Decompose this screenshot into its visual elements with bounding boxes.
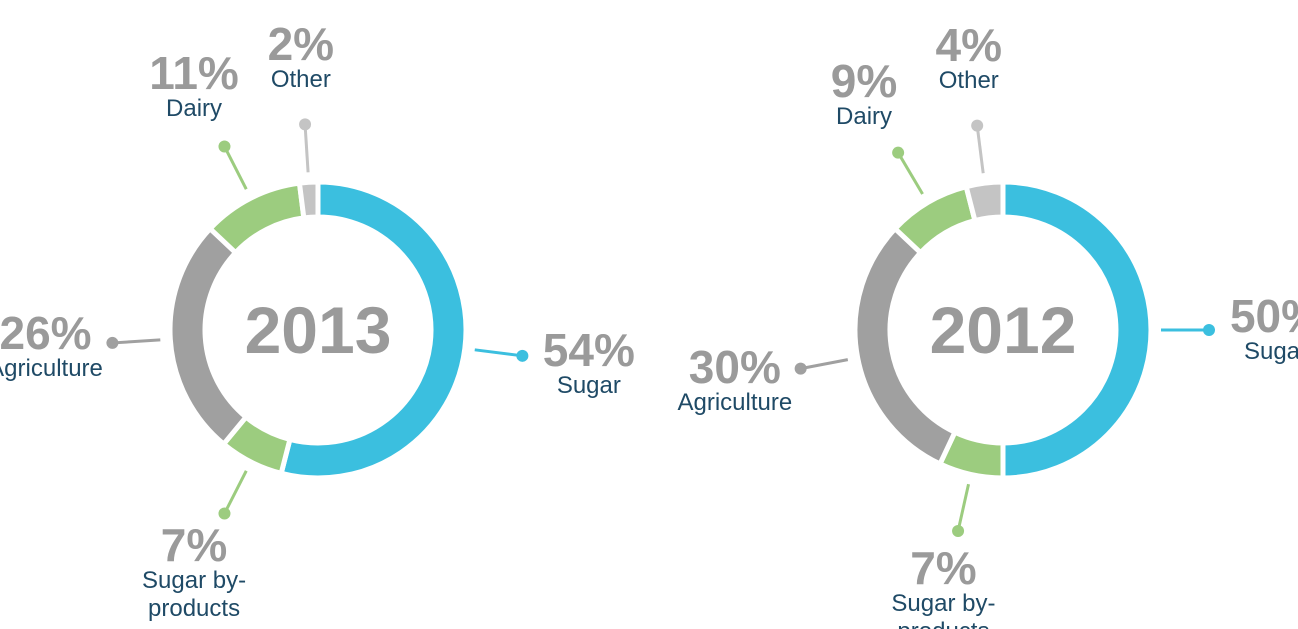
leader-dot [106, 336, 119, 349]
leader-line [800, 358, 849, 371]
leader-dot [516, 349, 529, 362]
leader-dot [218, 140, 231, 153]
slice-label: 11% Dairy [119, 46, 269, 123]
percent-label: 26% [0, 307, 92, 360]
category-label: Other [938, 67, 999, 95]
category-label: Dairy [836, 103, 893, 131]
percent-label: 2% [267, 17, 335, 70]
leader-line [303, 124, 310, 173]
slice-label: 4% Other [894, 19, 1044, 95]
slice-label: 50%Sugar [1201, 290, 1298, 366]
leader-line [112, 338, 161, 345]
leader-line [956, 483, 970, 532]
leader-dot [971, 119, 984, 132]
leader-line [975, 125, 985, 174]
center-title: 2013 [245, 293, 392, 367]
slice-label: 9% Dairy [789, 55, 939, 131]
leader-line [474, 348, 523, 358]
donut-segment [278, 179, 469, 481]
category-label: Sugar by-products [891, 590, 996, 629]
category-label: Sugar [1243, 338, 1298, 365]
category-label: Dairy [166, 94, 223, 122]
leader-dot [794, 362, 807, 375]
percent-label: 54% [542, 324, 635, 377]
donut-segment [891, 183, 978, 257]
slice-label: 26%Agriculture [0, 307, 121, 383]
leader-dot [299, 118, 312, 131]
percent-label: 4% [935, 19, 1003, 72]
category-label: Agriculture [677, 389, 793, 417]
leader-line [223, 145, 248, 190]
percent-label: 7% [160, 519, 228, 572]
center-title: 2012 [930, 293, 1077, 367]
leader-dot [1203, 324, 1215, 336]
percent-label: 50% [1229, 290, 1298, 342]
category-label: Agriculture [0, 355, 103, 383]
leader-line [896, 151, 924, 195]
donut-segment [296, 179, 321, 221]
percent-label: 7% [910, 542, 977, 595]
donut-segment [167, 225, 250, 448]
percent-label: 9% [830, 55, 898, 108]
donut-segment [963, 179, 1006, 224]
leader-dot [892, 146, 905, 159]
slice-label: 2% Other [226, 17, 376, 94]
category-label: Sugar by-products [142, 567, 247, 623]
slice-label: 30% Agriculture [660, 341, 810, 417]
category-label: Other [270, 65, 331, 93]
category-label: Sugar [556, 372, 621, 400]
donut-segment [1000, 179, 1154, 481]
percent-label: 30% [688, 341, 781, 394]
leader-dot [952, 525, 965, 538]
slice-label: 7%Sugar by-products [868, 542, 1018, 629]
slice-label: 54% Sugar [514, 324, 664, 400]
slice-label: 7%Sugar by-products [119, 519, 269, 623]
percent-label: 11% [149, 46, 239, 99]
leader-dot [218, 507, 231, 520]
donut-segment [206, 180, 307, 257]
leader-line [223, 470, 248, 515]
